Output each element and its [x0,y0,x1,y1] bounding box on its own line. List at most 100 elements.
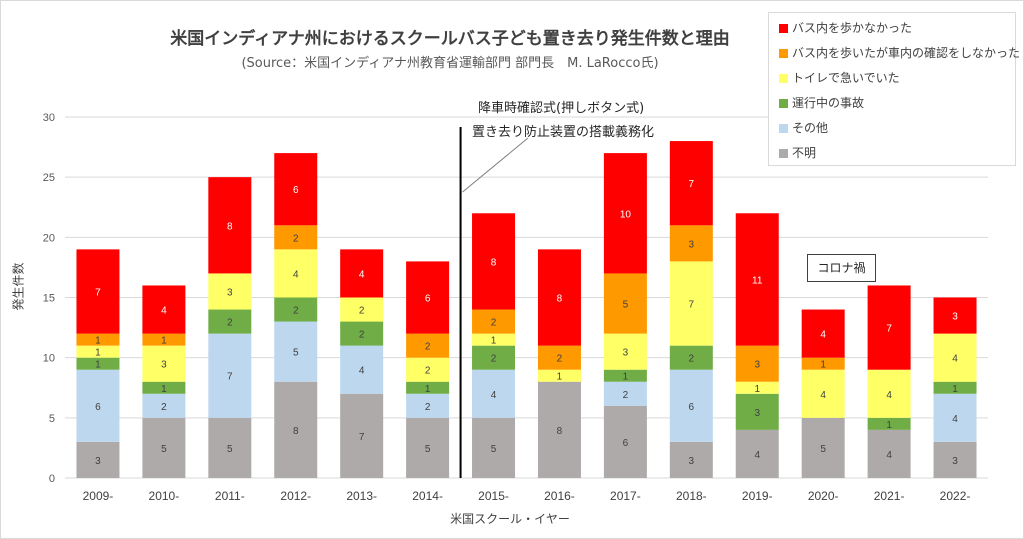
x-tick-label: 2021- [874,489,905,503]
data-label: 8 [491,257,497,268]
bar-segment [669,345,713,370]
data-label: 1 [557,372,563,383]
data-label: 8 [557,426,563,437]
bar-segment [208,273,252,310]
data-label: 2 [557,354,563,365]
data-label: 3 [227,287,233,298]
bar-segment [537,249,581,346]
data-label: 3 [952,312,958,323]
data-label: 1 [161,384,167,395]
bar-segment [274,225,318,250]
data-label: 4 [886,450,892,461]
bar-segment [603,381,647,406]
data-label: 4 [886,390,892,401]
data-label: 4 [820,330,826,341]
bar-segment [603,405,647,478]
data-label: 7 [227,372,233,383]
data-label: 1 [161,336,167,347]
bar-segment [208,309,252,334]
annotation-mandate: 置き去り防止装置の搭載義務化 [472,125,655,140]
x-axis-label: 米国スクール・イヤー [450,512,570,526]
bar-segment [142,285,186,334]
data-label: 6 [425,294,431,305]
bar-segment [537,369,581,382]
bar-segment [867,285,911,370]
data-label: 1 [623,372,629,383]
legend-item: バス内を歩いたが車内の確認をしなかった [779,44,1020,61]
data-label: 2 [293,233,299,244]
data-label: 1 [952,384,958,395]
bar-segment [867,417,911,430]
data-label: 2 [425,342,431,353]
data-label: 2 [161,402,167,413]
data-label: 5 [425,444,431,455]
data-label: 3 [689,456,695,467]
data-label: 10 [620,209,632,220]
bar-segment [801,357,845,370]
data-label: 1 [425,384,431,395]
bar-segment [867,369,911,418]
x-tick-label: 2010- [149,489,180,503]
legend-swatch [779,99,788,108]
x-tick-label: 2014- [412,489,443,503]
y-tick-label: 25 [43,172,55,184]
x-tick-label: 2020- [808,489,839,503]
bar-segment [537,345,581,370]
data-label: 1 [754,384,760,395]
data-label: 4 [491,390,497,401]
bar-segment [603,273,647,334]
bar-segment [472,333,516,346]
bar-segment [208,333,252,418]
bar-segment [933,441,977,478]
data-label: 2 [689,354,695,365]
bar-segment [669,225,713,262]
bar-segment [472,213,516,310]
data-label: 1 [820,360,826,371]
data-label: 7 [689,300,695,311]
data-label: 1 [95,348,101,359]
data-label: 11 [752,275,763,286]
legend-label: 不明 [792,146,817,160]
bar-segment [735,381,779,394]
legend-swatch [779,24,788,33]
legend-item: バス内を歩かなかった [779,19,912,36]
bar-segment [142,417,186,478]
data-label: 2 [359,330,365,341]
data-label: 5 [161,444,167,455]
bar-segment [274,381,318,478]
data-label: 1 [886,420,892,431]
data-label: 4 [952,414,958,425]
data-label: 4 [359,269,365,280]
data-label: 5 [227,444,233,455]
data-label: 2 [227,318,233,329]
bar-segment [669,369,713,442]
bar-segment [208,177,252,274]
bar-segment [603,333,647,370]
bar-segment [933,381,977,394]
y-tick-label: 10 [43,353,55,365]
y-tick-label: 20 [43,232,55,244]
data-label: 4 [293,269,299,280]
x-tick-label: 2019- [742,489,773,503]
bar-segment [406,393,450,418]
y-tick-label: 30 [43,112,55,124]
x-tick-label: 2018- [676,489,707,503]
bar-segment [933,333,977,382]
x-tick-label: 2015- [478,489,509,503]
data-label: 8 [557,294,563,305]
data-label: 1 [491,336,497,347]
legend-swatch [779,74,788,83]
legend-label: トイレで急いでいた [792,71,900,85]
data-label: 3 [952,456,958,467]
legend-label: バス内を歩かなかった [792,21,913,35]
bar-segment [76,369,120,442]
data-label: 5 [623,300,629,311]
chart-legend: バス内を歩かなかった バス内を歩いたが車内の確認をしなかった トイレで急いでいた 運行… [768,12,1020,166]
annotation-leader-line [462,137,529,193]
bar-segment [142,381,186,394]
bar-segment [669,141,713,226]
data-label: 2 [491,354,497,365]
data-label: 2 [623,390,629,401]
bar-segment [76,333,120,346]
data-label: 8 [227,221,233,232]
